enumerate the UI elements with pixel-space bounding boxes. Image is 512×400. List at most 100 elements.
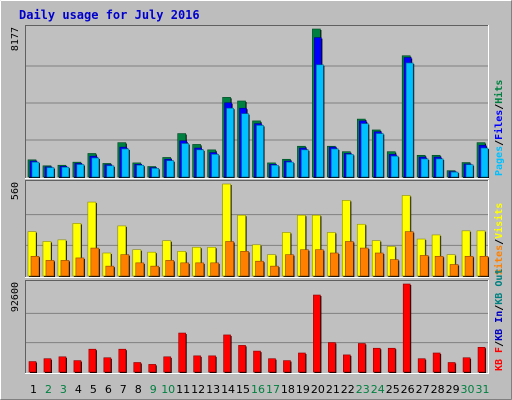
- bar-sites-day-2: [45, 260, 55, 277]
- bar-kbf-day-29: [447, 362, 456, 373]
- bar-kbf-day-13: [208, 355, 216, 373]
- bar-pages-day-19: [301, 149, 309, 178]
- bar-kbf-day-1: [28, 361, 37, 373]
- x-tick-label-day-14: 14: [221, 383, 235, 396]
- bar-pages-day-10: [166, 160, 175, 178]
- legend-entry: Files: [493, 110, 505, 140]
- bar-kbf-day-24: [372, 347, 381, 373]
- panel-legend: Pages/Files/Hits: [493, 80, 505, 176]
- panel-kb: 92600 KB F/KB In/KB Out: [10, 269, 505, 374]
- x-axis-day-labels: 1 2 3 4 5 6 7 8 9 10 11 12 13 14 15 16 17 18 19 20 21 22 23 24 2…: [30, 383, 490, 396]
- x-tick-label-day-16: 16: [251, 383, 265, 396]
- bar-pages-day-28: [435, 158, 444, 178]
- bar-kbf-day-6: [103, 357, 112, 373]
- bar-pages-day-16: [256, 125, 264, 178]
- x-tick-label-day-2: 2: [45, 383, 52, 396]
- bar-pages-day-23: [360, 123, 369, 178]
- x-tick-label-day-24: 24: [371, 383, 385, 396]
- bar-pages-day-13: [211, 154, 219, 178]
- x-tick-label-day-21: 21: [326, 383, 340, 396]
- y-max-label: 8177: [10, 27, 21, 51]
- bar-sites-day-30: [464, 255, 474, 277]
- x-tick-label-day-12: 12: [191, 383, 205, 396]
- bar-kbf-day-18: [283, 360, 291, 373]
- bar-pages-day-25: [390, 155, 399, 178]
- bar-pages-day-15: [241, 113, 249, 178]
- legend-separator: /: [494, 140, 505, 146]
- panel-hits-files-pages: 8177 Pages/Files/Hits: [10, 25, 505, 179]
- bar-pages-day-24: [375, 133, 384, 178]
- chart-title: Daily usage for July 2016: [19, 8, 200, 22]
- bar-sites-day-18: [285, 254, 294, 277]
- bar-sites-day-26: [404, 231, 414, 277]
- legend-separator: /: [494, 305, 505, 311]
- bar-sites-day-21: [330, 252, 339, 277]
- x-tick-label-day-26: 26: [401, 383, 415, 396]
- bar-sites-day-13: [210, 262, 219, 277]
- panel-visits-sites: 560 Sites/Visits: [10, 180, 505, 278]
- bar-sites-day-19: [300, 249, 309, 277]
- x-tick-label-day-6: 6: [105, 383, 112, 396]
- x-tick-label-day-7: 7: [120, 383, 127, 396]
- bar-kbf-day-4: [73, 360, 82, 373]
- bar-pages-day-11: [181, 143, 189, 178]
- bar-kbf-day-14: [223, 334, 231, 373]
- x-tick-label-day-28: 28: [431, 383, 445, 396]
- bar-sites-day-5: [90, 247, 100, 277]
- y-max-label: 92600: [10, 282, 21, 312]
- legend-entry: Hits: [493, 80, 505, 104]
- x-tick-label-day-17: 17: [266, 383, 280, 396]
- bar-sites-day-22: [345, 241, 354, 277]
- legend-separator: /: [494, 104, 505, 110]
- bar-sites-day-27: [419, 255, 429, 277]
- panel-legend: Sites/Visits: [493, 203, 505, 275]
- panel-legend: KB F/KB In/KB Out: [494, 269, 505, 371]
- x-tick-label-day-18: 18: [281, 383, 295, 396]
- bar-kbf-day-16: [253, 350, 261, 373]
- bar-sites-day-3: [60, 260, 70, 277]
- chart-panels: 8177Pages/Files/Hits560Sites/Visits92600…: [10, 25, 505, 374]
- legend-entry: KB In: [494, 311, 505, 341]
- bar-sites-day-14: [225, 241, 234, 277]
- x-tick-label-day-9: 9: [150, 383, 157, 396]
- bar-kbf-day-23: [357, 343, 366, 373]
- bar-kbf-day-8: [133, 362, 142, 373]
- bar-sites-day-23: [359, 247, 369, 277]
- bar-kbf-day-21: [328, 342, 336, 373]
- legend-entry: Sites: [493, 245, 505, 275]
- bar-pages-day-22: [346, 154, 354, 178]
- bar-pages-day-12: [196, 149, 204, 178]
- bar-pages-day-2: [46, 167, 55, 178]
- bar-kbf-day-22: [343, 354, 351, 373]
- legend-entry: Visits: [493, 203, 505, 239]
- bar-pages-day-20: [316, 64, 324, 178]
- bar-sites-day-31: [479, 255, 489, 277]
- bar-kbf-day-31: [477, 346, 486, 373]
- bar-sites-day-8: [135, 262, 145, 277]
- bar-sites-day-11: [180, 262, 189, 277]
- x-tick-label-day-4: 4: [75, 383, 82, 396]
- bar-kbf-day-15: [238, 345, 246, 373]
- x-tick-label-day-1: 1: [30, 383, 37, 396]
- x-tick-label-day-20: 20: [311, 383, 325, 396]
- bar-pages-day-5: [91, 157, 100, 178]
- bar-kbf-day-9: [148, 364, 157, 373]
- bar-sites-day-10: [165, 260, 175, 277]
- bar-sites-day-4: [75, 257, 85, 277]
- bar-sites-day-7: [120, 254, 130, 277]
- bar-kbf-day-17: [268, 358, 276, 373]
- x-tick-label-day-10: 10: [161, 383, 175, 396]
- x-tick-label-day-23: 23: [356, 383, 370, 396]
- bar-pages-day-7: [121, 148, 130, 178]
- bar-kbf-day-28: [432, 352, 441, 373]
- bar-kbf-day-27: [417, 358, 426, 373]
- bar-kbf-day-2: [43, 358, 52, 373]
- x-tick-label-day-8: 8: [135, 383, 142, 396]
- x-tick-label-day-3: 3: [60, 383, 67, 396]
- bar-pages-day-17: [271, 164, 279, 178]
- x-tick-label-day-5: 5: [90, 383, 97, 396]
- bar-sites-day-25: [389, 259, 399, 277]
- bar-sites-day-1: [30, 255, 40, 277]
- bar-kbf-day-3: [58, 356, 67, 373]
